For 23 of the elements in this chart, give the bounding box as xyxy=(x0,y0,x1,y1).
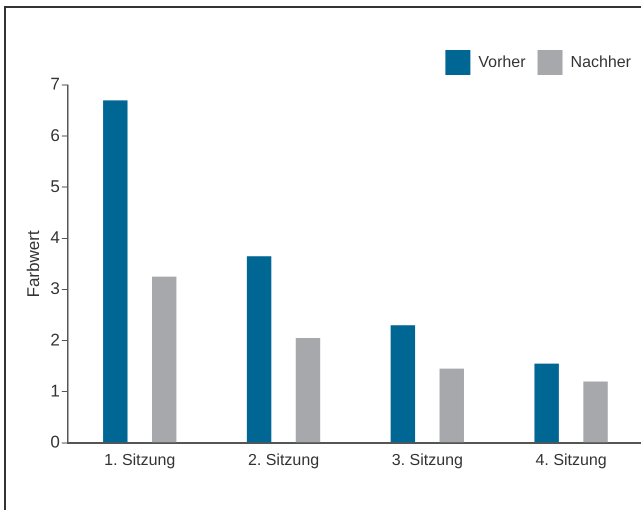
y-tick-label: 3 xyxy=(50,279,60,298)
x-tick-label: 1. Sitzung xyxy=(104,452,176,469)
y-tick-label: 2 xyxy=(50,330,60,350)
y-tick-label: 4 xyxy=(50,228,60,248)
y-tick-label: 7 xyxy=(50,74,60,94)
bar xyxy=(103,100,128,442)
y-tick-label: 6 xyxy=(50,126,60,145)
bar xyxy=(390,325,416,442)
bar xyxy=(534,364,559,442)
bar xyxy=(246,256,272,442)
y-tick-label: 5 xyxy=(50,176,60,196)
x-tick-label: 4. Sitzung xyxy=(536,452,607,469)
bar xyxy=(152,276,176,442)
y-tick-label: 0 xyxy=(50,432,60,452)
x-tick-label: 3. Sitzung xyxy=(392,452,463,469)
y-axis-title: Farbwert xyxy=(24,230,43,298)
x-tick-label: 2. Sitzung xyxy=(248,452,320,469)
bar xyxy=(440,368,464,442)
bar xyxy=(583,381,608,442)
bar xyxy=(296,338,320,442)
y-tick-label: 1 xyxy=(50,381,60,400)
legend-label: Nachher xyxy=(570,54,632,71)
legend-label: Vorher xyxy=(478,54,526,71)
